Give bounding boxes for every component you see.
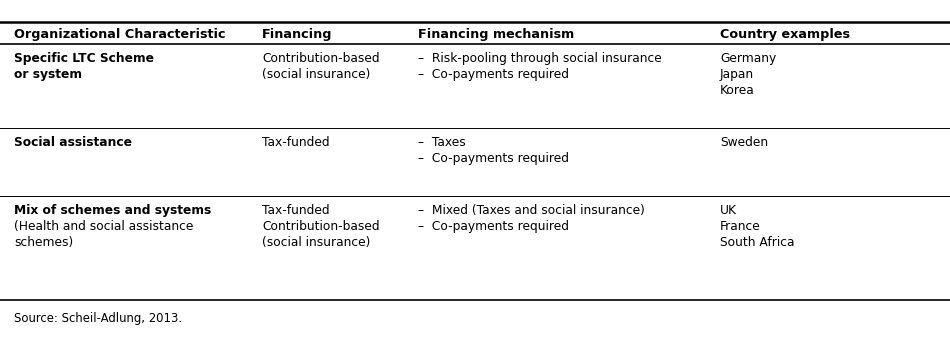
Text: (Health and social assistance: (Health and social assistance (14, 220, 194, 233)
Text: Tax-funded: Tax-funded (262, 204, 330, 217)
Text: Contribution-based: Contribution-based (262, 52, 380, 65)
Text: Mix of schemes and systems: Mix of schemes and systems (14, 204, 211, 217)
Text: –  Risk-pooling through social insurance: – Risk-pooling through social insurance (418, 52, 662, 65)
Text: –  Mixed (Taxes and social insurance): – Mixed (Taxes and social insurance) (418, 204, 645, 217)
Text: Social assistance: Social assistance (14, 136, 132, 149)
Text: –  Taxes: – Taxes (418, 136, 466, 149)
Text: or system: or system (14, 68, 82, 81)
Text: UK: UK (720, 204, 737, 217)
Text: Japan: Japan (720, 68, 754, 81)
Text: –  Co-payments required: – Co-payments required (418, 152, 569, 165)
Text: Organizational Characteristic: Organizational Characteristic (14, 28, 225, 41)
Text: Country examples: Country examples (720, 28, 850, 41)
Text: Germany: Germany (720, 52, 776, 65)
Text: Source: Scheil-Adlung, 2013.: Source: Scheil-Adlung, 2013. (14, 312, 182, 325)
Text: Financing: Financing (262, 28, 332, 41)
Text: France: France (720, 220, 761, 233)
Text: Korea: Korea (720, 84, 754, 97)
Text: Contribution-based: Contribution-based (262, 220, 380, 233)
Text: –  Co-payments required: – Co-payments required (418, 220, 569, 233)
Text: (social insurance): (social insurance) (262, 236, 371, 249)
Text: Sweden: Sweden (720, 136, 769, 149)
Text: Specific LTC Scheme: Specific LTC Scheme (14, 52, 154, 65)
Text: Tax-funded: Tax-funded (262, 136, 330, 149)
Text: Financing mechanism: Financing mechanism (418, 28, 574, 41)
Text: –  Co-payments required: – Co-payments required (418, 68, 569, 81)
Text: schemes): schemes) (14, 236, 73, 249)
Text: (social insurance): (social insurance) (262, 68, 371, 81)
Text: South Africa: South Africa (720, 236, 794, 249)
